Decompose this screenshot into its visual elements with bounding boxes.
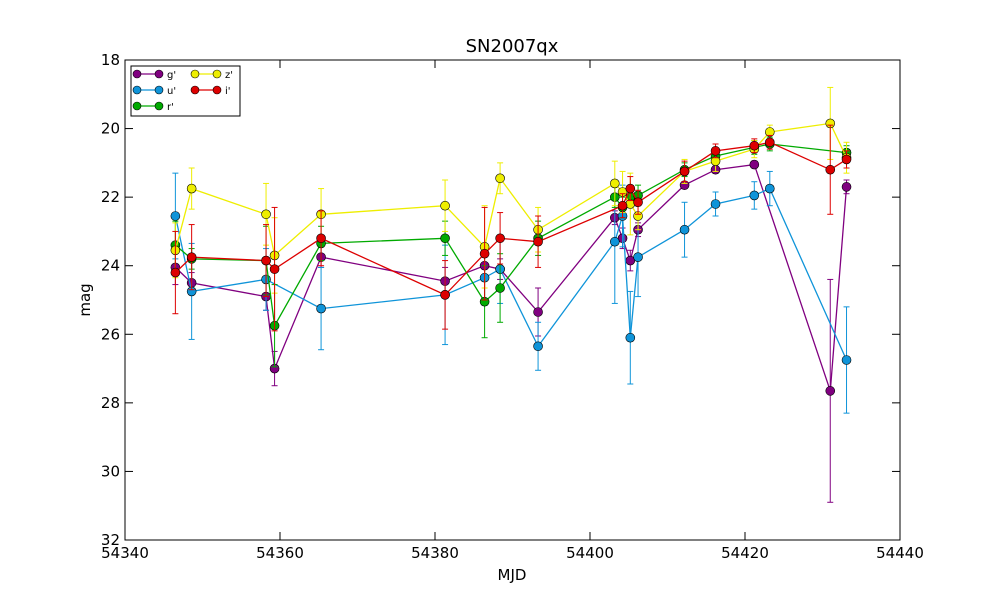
data-point	[749, 159, 760, 170]
legend-marker	[132, 101, 142, 111]
legend-item-0: g'	[132, 69, 176, 81]
legend-label: u'	[167, 86, 176, 97]
data-point	[261, 209, 271, 220]
legend-marker	[132, 85, 142, 95]
legend-item-4: i'	[190, 85, 231, 97]
data-point	[269, 264, 280, 274]
legend-marker	[154, 101, 164, 111]
data-point	[625, 183, 636, 194]
x-tick-label: 54360	[256, 544, 304, 562]
legend-label: z'	[225, 70, 233, 81]
x-tick-label: 54340	[101, 544, 149, 562]
data-point	[679, 166, 690, 177]
y-tick-label: 18	[101, 51, 120, 69]
y-tick-label: 28	[101, 394, 120, 412]
data-point	[609, 236, 620, 247]
y-tick-label: 20	[101, 120, 120, 138]
legend-marker	[190, 69, 200, 79]
data-point	[749, 140, 760, 151]
data-point	[764, 183, 775, 194]
data-point	[533, 236, 543, 247]
data-point	[825, 386, 836, 396]
data-point	[495, 283, 505, 293]
data-point	[261, 255, 271, 266]
data-point	[479, 248, 490, 259]
data-point	[825, 164, 836, 175]
data-point	[617, 200, 628, 211]
series-3	[170, 86, 852, 294]
data-point	[679, 224, 690, 235]
y-tick-label: 32	[101, 531, 120, 549]
axis-ticks: 54340 54360 54380 54400 54420 54440 18 20 22 24 26…	[101, 51, 924, 562]
data-point	[186, 252, 197, 262]
data-point	[170, 267, 181, 278]
legend-label: i'	[225, 86, 231, 97]
data-point	[533, 341, 543, 352]
data-point	[316, 233, 326, 244]
series-4	[170, 124, 852, 332]
data-point	[710, 199, 721, 209]
legend: g' u' r' z' i'	[130, 65, 241, 117]
data-point	[440, 233, 450, 244]
data-point	[440, 200, 450, 211]
series-line	[174, 122, 848, 257]
data-point	[495, 173, 505, 184]
chart-title: SN2007qx	[466, 36, 559, 57]
legend-marker	[212, 85, 222, 95]
data-point	[749, 190, 760, 201]
legend-item-2: r'	[132, 101, 174, 113]
series-1	[170, 170, 852, 414]
data-point	[625, 332, 636, 343]
y-axis-label: mag	[76, 283, 94, 316]
legend-item-3: z'	[190, 69, 233, 81]
data-point	[710, 146, 721, 156]
x-tick-label: 54400	[566, 544, 614, 562]
x-tick-label: 54420	[721, 544, 769, 562]
legend-marker	[132, 69, 142, 79]
data-point	[170, 211, 181, 221]
y-tick-label: 30	[101, 462, 120, 480]
x-axis-label: MJD	[498, 566, 527, 584]
data-point	[609, 178, 620, 189]
data-point	[841, 182, 852, 192]
data-point	[495, 233, 505, 244]
data-point	[316, 303, 326, 314]
legend-label: r'	[167, 102, 174, 113]
y-tick-label: 22	[101, 188, 120, 206]
plot-frame	[124, 59, 901, 541]
data-point	[533, 307, 543, 317]
data-point	[633, 252, 643, 262]
x-tick-label: 54380	[411, 544, 459, 562]
data-point	[841, 154, 852, 165]
series-line	[174, 143, 847, 328]
y-tick-label: 26	[101, 325, 120, 343]
data-point	[440, 290, 450, 300]
data-point	[841, 355, 852, 365]
legend-marker	[212, 69, 222, 79]
plot-layer	[170, 86, 852, 503]
legend-item-1: u'	[132, 85, 176, 97]
series-line	[174, 163, 848, 392]
data-point	[764, 137, 775, 148]
data-point	[186, 183, 197, 194]
legend-marker	[154, 69, 164, 79]
legend-marker	[154, 85, 164, 95]
legend-label: g'	[167, 70, 176, 81]
legend-marker	[190, 85, 200, 95]
x-tick-label: 54440	[876, 544, 924, 562]
y-tick-label: 24	[101, 257, 120, 275]
data-point	[633, 197, 643, 208]
